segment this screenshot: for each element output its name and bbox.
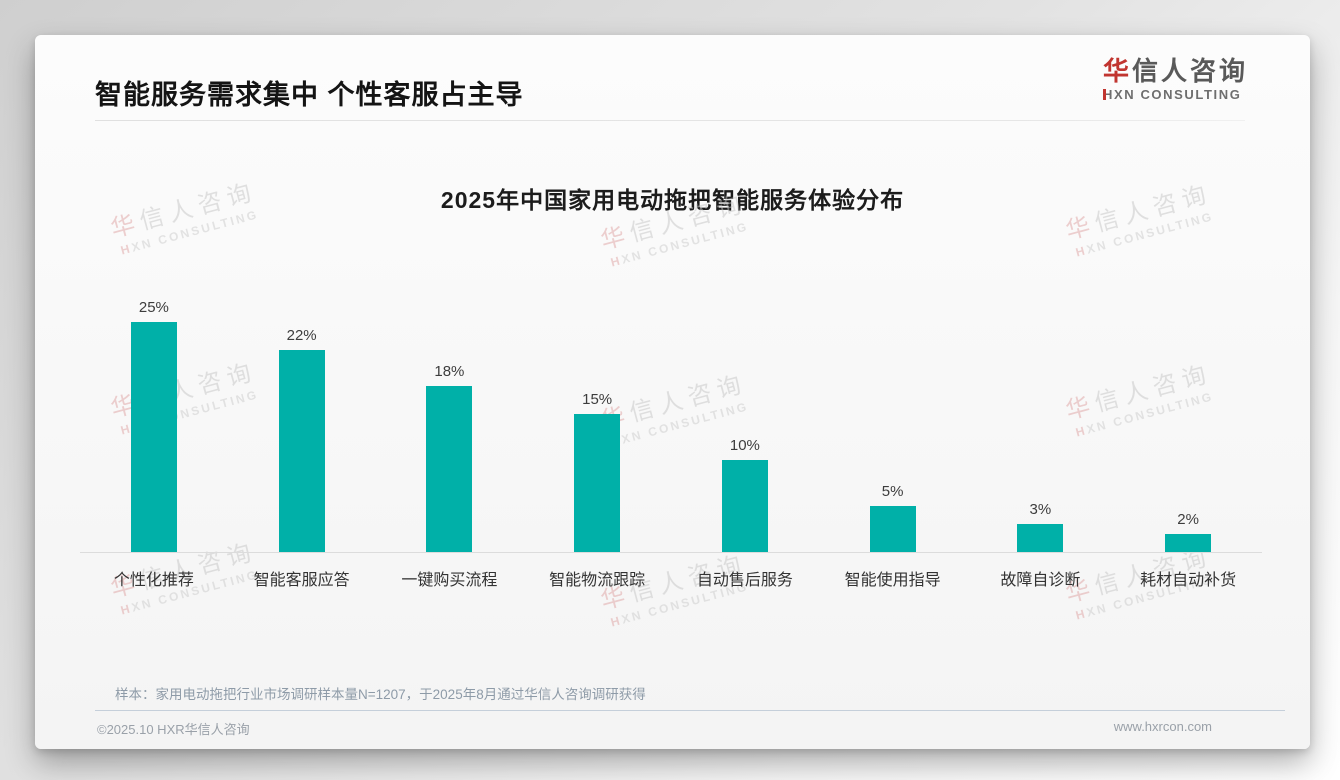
watermark-en: HXN CONSULTING	[1074, 209, 1216, 260]
bar-column: 2%	[1114, 511, 1262, 552]
bar-value-label: 18%	[434, 363, 465, 381]
bar	[426, 386, 473, 552]
bars-row: 25% 22% 18% 15% 10% 5% 3% 2%	[80, 262, 1262, 552]
bar-value-label: 3%	[1029, 501, 1052, 519]
bar-column: 3%	[967, 501, 1115, 552]
logo-chinese-name: 华信人咨询	[1102, 56, 1248, 86]
bar	[574, 414, 621, 552]
bar-value-label: 10%	[729, 437, 760, 454]
bar-value-label: 2%	[1177, 510, 1199, 528]
accent-char: 华	[1062, 211, 1099, 246]
slide-card: 智能服务需求集中 个性客服占主导 华信人咨询 HXN CONSULTING 20…	[35, 35, 1310, 749]
footer: ©2025.10 HXR华信人咨询 www.hxrcon.com	[97, 719, 1212, 738]
bar	[278, 349, 325, 552]
category-label: 个性化推荐	[113, 572, 194, 589]
footer-divider	[95, 710, 1285, 711]
header-divider	[95, 120, 1245, 121]
accent-char: H	[119, 241, 134, 258]
bar	[721, 460, 768, 552]
bar-value-label: 22%	[286, 326, 317, 344]
accent-char: H	[609, 613, 624, 630]
bar-column: 25%	[80, 299, 228, 552]
header: 智能服务需求集中 个性客服占主导 华信人咨询 HXN CONSULTING	[95, 56, 1248, 112]
accent-char: H	[1102, 86, 1114, 102]
category-label: 故障自诊断	[1000, 572, 1081, 589]
bar	[1017, 524, 1064, 552]
copyright-text: ©2025.10 HXR华信人咨询	[97, 722, 250, 737]
sample-footnote: 样本：家用电动拖把行业市场调研样本量N=1207，于2025年8月通过华信人咨询…	[115, 687, 646, 702]
category-labels-row: 个性化推荐 智能客服应答 一键购买流程 智能物流跟踪 自动售后服务 智能使用指导 故障自诊断…	[80, 566, 1262, 590]
bar-column: 10%	[671, 437, 819, 552]
category-label: 耗材自动补货	[1140, 572, 1237, 589]
bar-value-label: 15%	[582, 391, 613, 408]
bar-column: 5%	[819, 483, 967, 552]
bar-column: 15%	[523, 391, 671, 552]
bar	[130, 322, 177, 552]
category-label: 自动售后服务	[696, 572, 793, 589]
category-label: 智能物流跟踪	[549, 572, 646, 589]
accent-char: 华	[597, 221, 634, 256]
accent-char: H	[119, 601, 134, 618]
category-label: 一键购买流程	[401, 572, 498, 589]
bar	[869, 506, 916, 552]
chart-title: 2025年中国家用电动拖把智能服务体验分布	[440, 187, 905, 213]
logo-english-name: HXN CONSULTING	[1102, 86, 1242, 102]
x-axis-line	[80, 552, 1262, 553]
accent-char: H	[1074, 606, 1089, 623]
category-label: 智能使用指导	[844, 572, 941, 589]
page-title: 智能服务需求集中 个性客服占主导	[95, 80, 524, 110]
bar-value-label: 5%	[881, 483, 904, 500]
company-logo: 华信人咨询 HXN CONSULTING	[1102, 56, 1248, 102]
category-label: 智能客服应答	[253, 572, 350, 589]
website-text: www.hxrcon.com	[1113, 719, 1212, 734]
bar	[1165, 533, 1212, 552]
bar-value-label: 25%	[138, 299, 169, 316]
bar-column: 22%	[228, 327, 376, 552]
accent-char: H	[1074, 243, 1089, 260]
accent-char: 华	[1102, 56, 1132, 86]
bar-column: 18%	[376, 363, 524, 552]
